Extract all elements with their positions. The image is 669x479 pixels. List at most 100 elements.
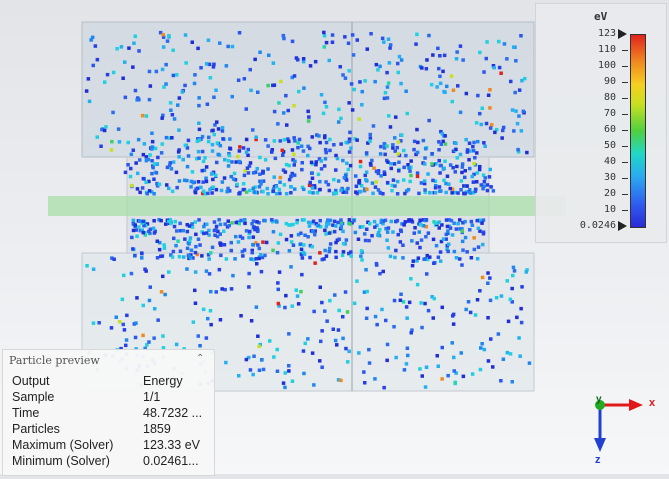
particle (437, 226, 441, 230)
particle (194, 232, 198, 237)
particle (429, 82, 434, 87)
particle (336, 328, 341, 332)
particle (374, 169, 379, 174)
particle (126, 163, 130, 167)
particle (485, 40, 489, 44)
particle (486, 271, 490, 275)
particle (346, 186, 350, 191)
upper-chamber (81, 21, 535, 158)
particle (215, 141, 220, 145)
particle (360, 89, 364, 94)
particle (243, 218, 247, 222)
particle (122, 273, 126, 278)
particle (109, 148, 114, 152)
particle (475, 298, 480, 302)
panel-title: Particle preview (9, 354, 100, 367)
particle (443, 90, 447, 94)
particle (153, 146, 158, 151)
particle (169, 221, 173, 226)
particle (290, 39, 295, 44)
particle (392, 298, 397, 303)
particle (133, 34, 137, 38)
particle (385, 342, 390, 347)
particle (180, 90, 185, 94)
particle (451, 314, 455, 318)
particle (202, 224, 206, 229)
particle (463, 235, 468, 240)
particle (519, 129, 524, 133)
particle (509, 79, 513, 84)
row-time: Time 48.7232 ... (12, 406, 212, 422)
particle (410, 328, 414, 332)
particle (393, 136, 397, 140)
particle (416, 140, 420, 145)
legend-tick-mark (622, 114, 628, 115)
particle (226, 219, 230, 223)
particle (147, 340, 151, 344)
particle (320, 300, 324, 305)
particle (322, 34, 327, 38)
particle (483, 176, 487, 180)
particle (188, 239, 192, 243)
particle (259, 182, 263, 186)
particle (310, 135, 314, 139)
particle (324, 150, 328, 155)
particle (141, 333, 145, 338)
particle (314, 160, 318, 164)
particle (276, 287, 280, 292)
particle (438, 171, 442, 175)
particle (283, 371, 287, 375)
particle (247, 164, 252, 168)
particle (519, 306, 523, 311)
colorbar-legend: eV 123 110 100 90 80 70 60 50 40 30 20 10 0.0246 (535, 3, 667, 243)
particle (357, 117, 361, 121)
particle (458, 44, 463, 48)
particle (370, 181, 375, 185)
particle (336, 179, 341, 183)
particle (396, 232, 400, 237)
particle (467, 141, 472, 145)
particle (296, 302, 301, 306)
particle (486, 281, 490, 285)
particle (242, 77, 247, 81)
particle (479, 183, 484, 187)
particle (144, 114, 149, 118)
particle (284, 162, 289, 167)
particle (316, 172, 321, 177)
particle (471, 144, 475, 149)
particle (516, 150, 521, 154)
particle (164, 222, 168, 226)
particle (309, 184, 314, 188)
particle (455, 156, 459, 160)
particle (460, 239, 465, 244)
particle (344, 238, 349, 242)
particle (403, 220, 407, 224)
particle (87, 99, 92, 104)
row-key: Minimum (Solver) (12, 454, 110, 468)
particle (205, 102, 210, 106)
particle (272, 175, 276, 179)
particle (220, 287, 224, 291)
particle (349, 250, 353, 254)
legend-tick-mark (622, 66, 628, 67)
particle (194, 187, 198, 191)
particle (280, 148, 284, 153)
particle (117, 320, 122, 324)
particle (162, 246, 167, 250)
particle (141, 152, 146, 157)
particle (281, 153, 285, 157)
particle (125, 313, 129, 318)
particle (219, 188, 224, 193)
particle (437, 148, 441, 152)
particle (122, 328, 127, 332)
particle (111, 70, 116, 75)
particle (174, 342, 179, 347)
collapse-icon[interactable]: ⌃ (196, 353, 205, 364)
particle (323, 100, 327, 105)
particle (510, 108, 515, 112)
particle (234, 220, 238, 225)
particle (364, 316, 369, 320)
particle (459, 188, 463, 192)
